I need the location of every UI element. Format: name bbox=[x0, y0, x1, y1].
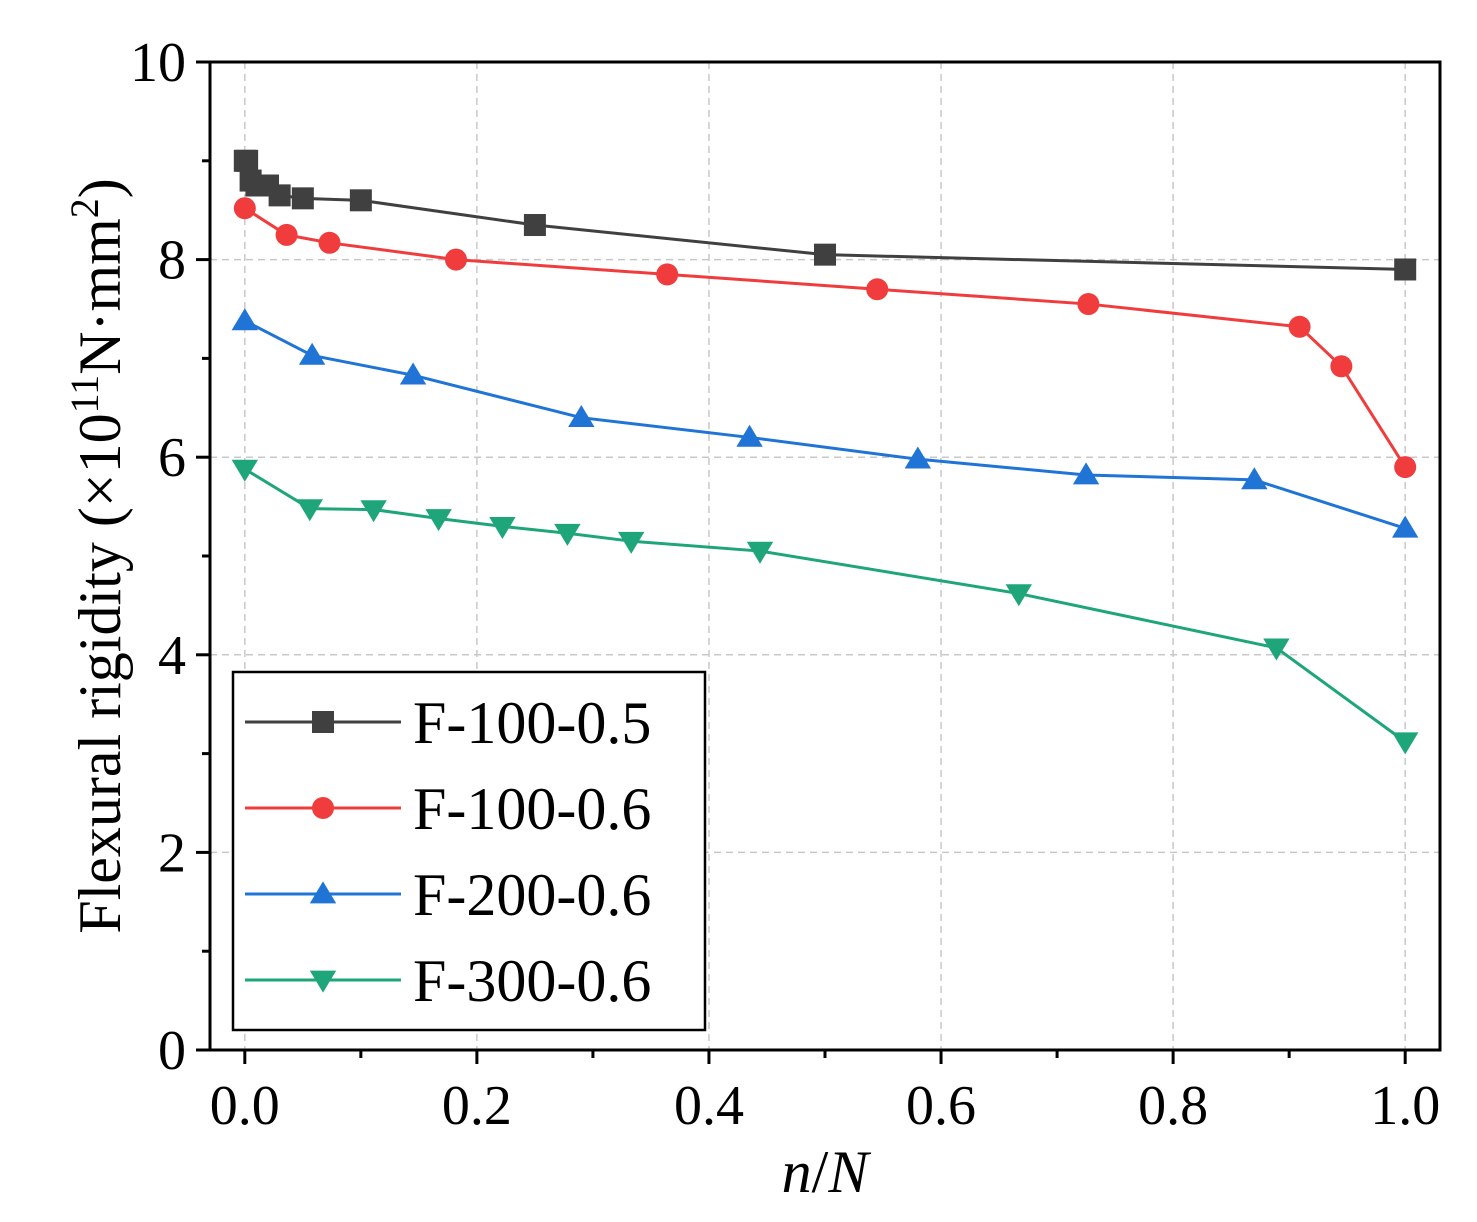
x-axis-title-slash: / bbox=[812, 1139, 829, 1205]
data-point bbox=[904, 446, 932, 469]
data-point bbox=[866, 278, 889, 301]
x-tick-label: 0.0 bbox=[210, 1075, 280, 1137]
x-axis-title-n: n bbox=[782, 1139, 812, 1205]
series-F-300-0.6 bbox=[231, 459, 1419, 755]
legend-marker bbox=[312, 711, 334, 733]
data-point bbox=[296, 499, 323, 522]
x-tick-label: 1.0 bbox=[1370, 1075, 1440, 1137]
data-point bbox=[489, 517, 516, 540]
data-point bbox=[1077, 293, 1100, 316]
data-point bbox=[1072, 462, 1100, 485]
series-F-200-0.6 bbox=[231, 308, 1419, 538]
data-point bbox=[231, 308, 259, 331]
data-point bbox=[1394, 258, 1417, 281]
x-tick-label: 0.2 bbox=[442, 1075, 512, 1137]
data-point bbox=[656, 263, 679, 286]
data-point bbox=[360, 500, 387, 523]
legend-item: F-200-0.6 bbox=[245, 862, 651, 928]
legend: F-100-0.5 F-100-0.6 F-200-0.6 F-300-0.6 bbox=[231, 670, 707, 1032]
data-point bbox=[1241, 467, 1268, 490]
data-point bbox=[1330, 355, 1353, 378]
y-axis-title-suffix: ) bbox=[67, 178, 133, 198]
data-point bbox=[618, 531, 645, 554]
legend-item: F-300-0.6 bbox=[245, 948, 651, 1014]
x-tick-label: 0.8 bbox=[1138, 1075, 1208, 1137]
data-point bbox=[1288, 315, 1311, 338]
legend-marker bbox=[309, 970, 337, 993]
data-point bbox=[298, 342, 326, 365]
data-point bbox=[814, 243, 836, 266]
data-point bbox=[349, 189, 372, 212]
data-point bbox=[268, 184, 291, 207]
data-point bbox=[523, 214, 546, 237]
legend-label: F-100-0.5 bbox=[413, 690, 651, 756]
data-point bbox=[1263, 638, 1290, 661]
legend-item: F-100-0.5 bbox=[245, 690, 651, 756]
data-point bbox=[568, 405, 595, 428]
data-point bbox=[1394, 456, 1417, 479]
y-tick-label: 6 bbox=[158, 427, 186, 489]
series-F-100-0.6 bbox=[233, 197, 1417, 479]
legend-item: F-100-0.6 bbox=[245, 776, 651, 842]
series-line bbox=[244, 206, 1407, 468]
data-point bbox=[736, 424, 763, 447]
data-point bbox=[1391, 515, 1419, 538]
data-point bbox=[231, 459, 259, 482]
data-point bbox=[445, 248, 467, 271]
data-point bbox=[554, 523, 581, 546]
y-axis-title-mid: N·mm bbox=[67, 218, 133, 375]
legend-label: F-200-0.6 bbox=[413, 862, 651, 928]
axis-ticks: 0.0 0.2 0.4 0.6 0.8 1.0 0 2 4 6 8 10 bbox=[130, 32, 1440, 1137]
y-tick-label: 4 bbox=[158, 625, 186, 687]
x-axis-title-N: N bbox=[827, 1139, 871, 1205]
y-tick-label: 2 bbox=[158, 822, 186, 884]
legend-label: F-300-0.6 bbox=[413, 948, 651, 1014]
x-axis-title: n/N bbox=[782, 1139, 872, 1205]
legend-marker bbox=[309, 881, 337, 904]
y-tick-label: 10 bbox=[130, 32, 186, 94]
y-tick-label: 0 bbox=[158, 1020, 186, 1082]
y-axis-title: Flexural rigidity (×1011N·mm2) bbox=[62, 178, 134, 934]
legend-label: F-100-0.6 bbox=[413, 776, 651, 842]
series-F-100-0.5 bbox=[233, 149, 1417, 281]
data-point bbox=[746, 541, 774, 564]
y-axis-title-exp2: 2 bbox=[62, 198, 107, 218]
data-point bbox=[1391, 732, 1419, 755]
data-point bbox=[425, 509, 452, 532]
x-tick-label: 0.4 bbox=[674, 1075, 744, 1137]
data-point bbox=[399, 362, 427, 385]
series-layer bbox=[231, 149, 1419, 755]
data-point bbox=[233, 197, 256, 220]
data-point bbox=[236, 149, 259, 172]
x-tick-label: 0.6 bbox=[906, 1075, 976, 1137]
data-point bbox=[318, 231, 341, 254]
data-point bbox=[1005, 584, 1032, 607]
data-point bbox=[291, 187, 314, 210]
series-line bbox=[244, 319, 1406, 530]
legend-box bbox=[231, 670, 707, 1032]
data-point bbox=[275, 223, 298, 246]
y-axis-title-prefix: Flexural rigidity (×10 bbox=[67, 413, 133, 933]
legend-marker bbox=[312, 797, 334, 819]
y-tick-label: 8 bbox=[158, 230, 186, 292]
y-axis-title-exp1: 11 bbox=[62, 375, 107, 414]
